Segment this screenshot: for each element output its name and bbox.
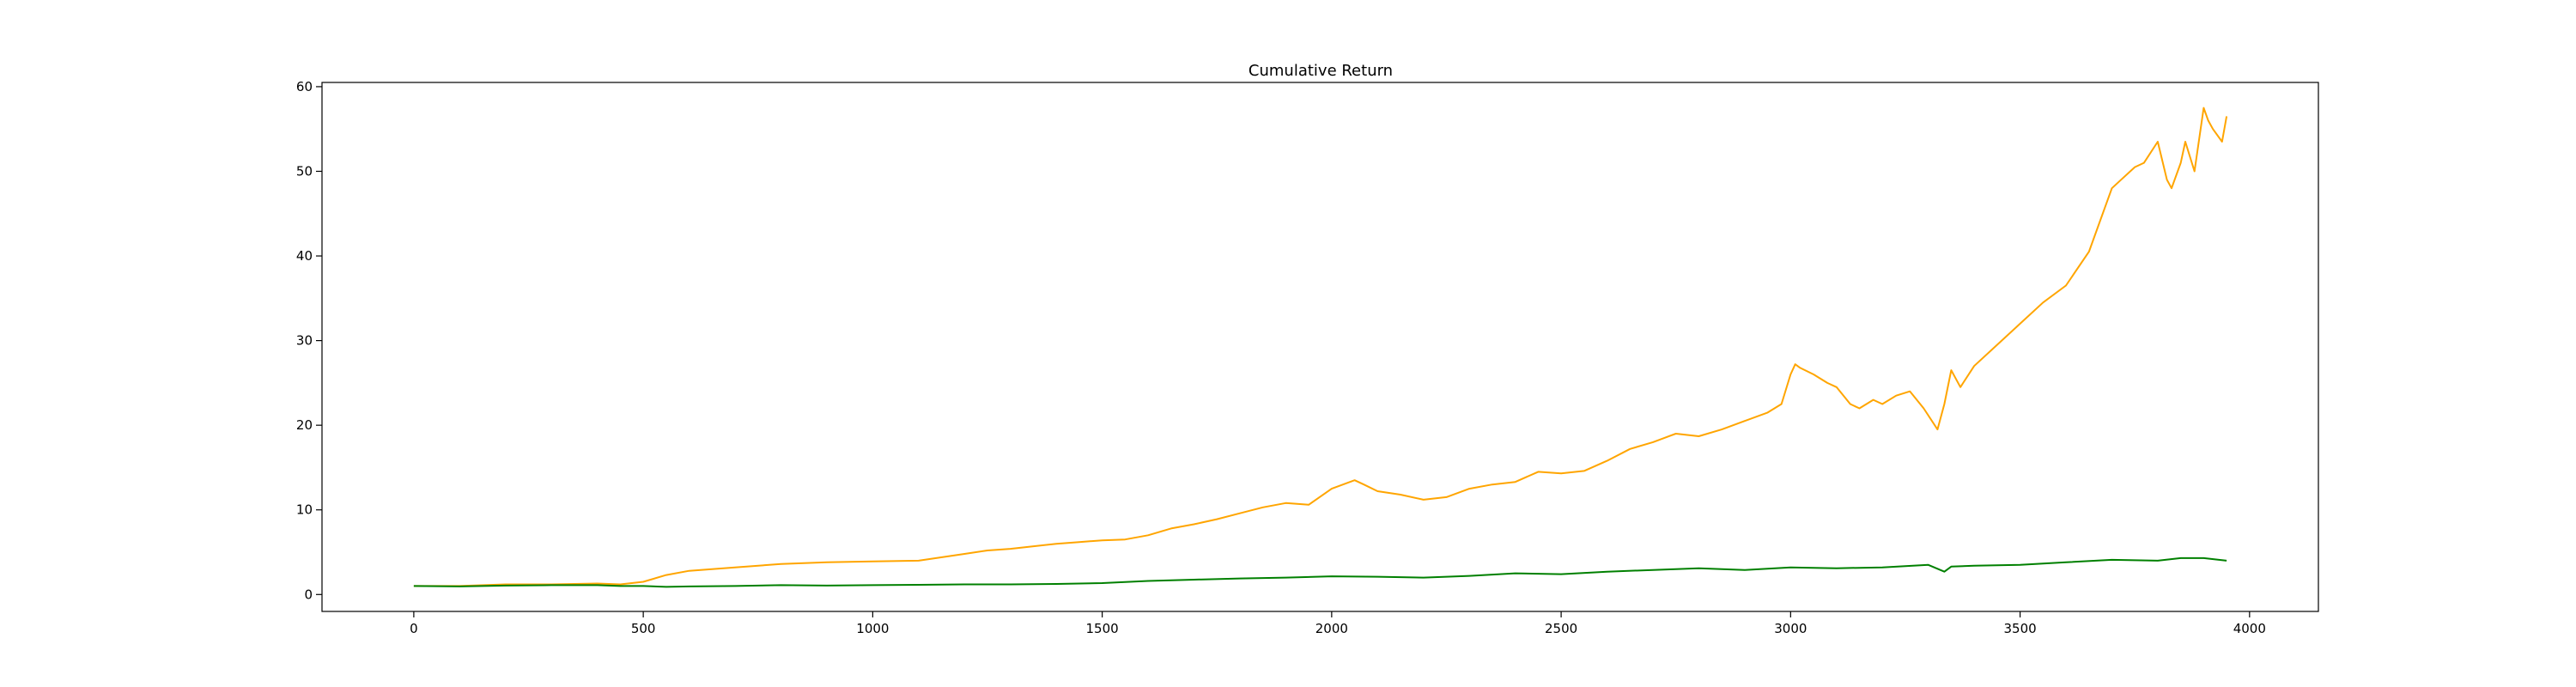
y-tick-label: 20 xyxy=(296,417,313,433)
y-tick-label: 0 xyxy=(304,587,313,602)
x-tick-label: 1000 xyxy=(856,621,889,636)
chart-title: Cumulative Return xyxy=(1249,62,1393,80)
x-tick-label: 2500 xyxy=(1545,621,1577,636)
x-tick-label: 1500 xyxy=(1086,621,1119,636)
x-tick-label: 0 xyxy=(410,621,418,636)
x-tick-label: 500 xyxy=(631,621,656,636)
series-layer xyxy=(413,106,2228,588)
x-tick-label: 4000 xyxy=(2233,621,2266,636)
x-axis: 0 500 1000 1500 2000 2500 3000 3500 4000 xyxy=(410,611,2266,636)
plot-area-frame xyxy=(321,82,2319,612)
y-tick-label: 30 xyxy=(296,333,313,349)
y-tick-label: 50 xyxy=(296,163,313,179)
x-tick-label: 3500 xyxy=(2003,621,2036,636)
x-tick-label: 3000 xyxy=(1774,621,1807,636)
x-tick-label: 2000 xyxy=(1315,621,1348,636)
series-line-2 xyxy=(413,556,2227,588)
y-tick-label: 40 xyxy=(296,248,313,264)
series-line-1 xyxy=(413,106,2228,587)
y-tick-label: 10 xyxy=(296,502,313,518)
y-axis: 0 10 20 30 40 50 60 xyxy=(296,79,322,602)
y-tick-label: 60 xyxy=(296,79,313,94)
